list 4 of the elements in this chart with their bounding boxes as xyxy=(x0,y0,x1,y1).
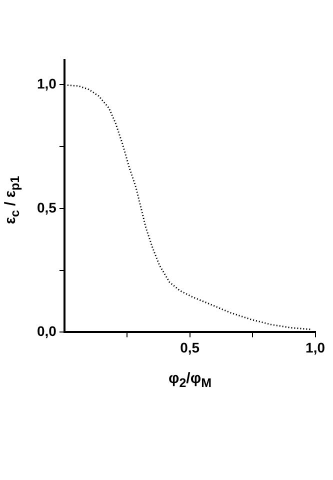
y-tick-label: 1,0 xyxy=(36,76,57,92)
y-tick-label: 0,5 xyxy=(36,199,57,216)
y-tick-label: 0,0 xyxy=(36,323,57,340)
x-axis-title: φ$_{2}$/φ$_{M}$ xyxy=(167,370,212,390)
